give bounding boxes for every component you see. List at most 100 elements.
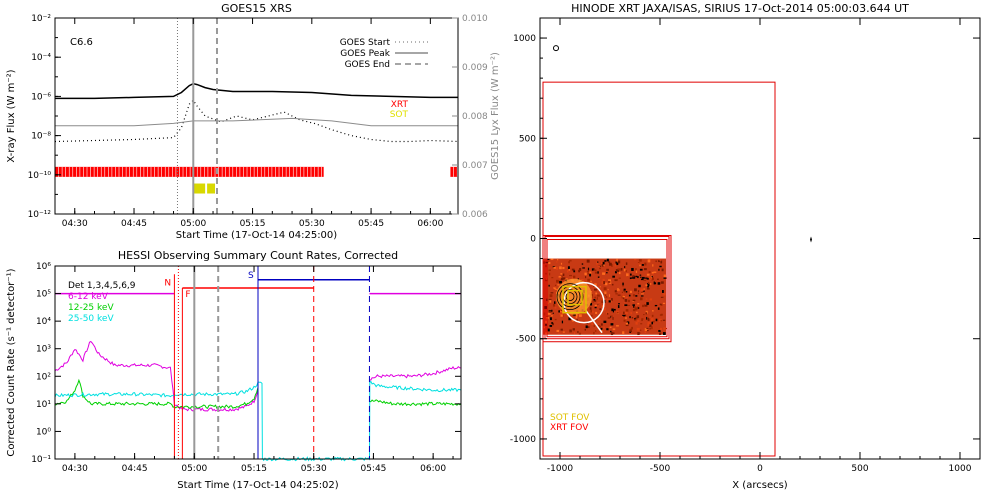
xrt-image-pixel xyxy=(634,317,638,320)
xrt-marker xyxy=(810,236,812,243)
xrt-image-pixel xyxy=(645,312,647,315)
xrt-image-pixel xyxy=(650,275,652,279)
xrt-image-pixel xyxy=(642,288,646,290)
sot-coverage-bar xyxy=(193,183,206,194)
xrt-image-pixel xyxy=(548,269,552,271)
goes-series-2 xyxy=(55,117,458,127)
xrt-image-pixel xyxy=(597,271,599,274)
xrt-image-pixel xyxy=(645,284,648,287)
xrt-contour xyxy=(565,292,575,302)
xrt-image-pixel xyxy=(624,266,626,268)
xrt-image-pixel xyxy=(660,304,663,306)
hessi-x-tick-label: 05:00 xyxy=(181,464,207,474)
xrt-image-pixel xyxy=(602,278,605,282)
xrt-image-pixel xyxy=(617,271,619,274)
xrt-fov-box xyxy=(546,239,668,338)
xrt-image-pixel xyxy=(634,318,636,320)
xrt-image-pixel xyxy=(629,316,631,319)
xrt-image-pixel xyxy=(580,279,584,281)
xrt-image-pixel xyxy=(548,298,552,300)
xrt-image-pixel xyxy=(568,317,571,321)
xrt-image-pixel xyxy=(603,320,607,323)
xrt-image-pixel xyxy=(601,329,603,333)
xrt-image-pixel xyxy=(557,284,560,286)
xrt-image-pixel xyxy=(604,260,607,262)
xrt-image-pixel xyxy=(593,298,596,301)
hessi-y-tick-label: 10¹ xyxy=(36,400,51,410)
xrt-image-pixel xyxy=(642,290,645,292)
xrt-title: HINODE XRT JAXA/ISAS, SIRIUS 17-Oct-2014… xyxy=(571,2,909,15)
xrt-panel: HINODE XRT JAXA/ISAS, SIRIUS 17-Oct-2014… xyxy=(510,2,981,491)
xrt-image-pixel xyxy=(652,320,655,323)
xrt-image-pixel xyxy=(585,276,587,279)
goes-flare-class: C6.6 xyxy=(70,37,93,48)
xrt-image-pixel xyxy=(545,332,548,335)
xrt-image-pixel xyxy=(646,273,650,276)
xrt-image-pixel xyxy=(649,327,651,330)
hessi-x-tick-label: 04:45 xyxy=(122,464,148,474)
xrt-image-pixel xyxy=(594,283,597,287)
xrt-image-pixel xyxy=(662,332,666,335)
xrt-image-pixel xyxy=(647,318,650,321)
xrt-image-pixel xyxy=(573,270,576,273)
xrt-image-pixel xyxy=(625,297,629,299)
xrt-image-pixel xyxy=(597,304,599,307)
goes-title: GOES15 XRS xyxy=(221,2,292,15)
xrt-image-pixel xyxy=(611,298,613,301)
xrt-image-pixel xyxy=(594,304,597,307)
xrt-image-pixel xyxy=(661,268,664,272)
xrt-image-pixel xyxy=(620,268,623,271)
xrt-y-tick-label: 500 xyxy=(519,134,536,144)
xrt-image-pixel xyxy=(590,302,593,306)
xrt-image-pixel xyxy=(595,311,598,314)
xrt-image-pixel xyxy=(637,306,639,310)
xrt-image-pixel xyxy=(601,281,605,285)
xrt-image-pixel xyxy=(551,322,553,324)
goes-x-tick-label: 05:45 xyxy=(358,219,384,229)
xrt-image-pixel xyxy=(635,295,638,297)
xrt-image-pixel xyxy=(663,274,667,278)
xrt-image-pixel xyxy=(660,296,663,298)
xrt-image-pixel xyxy=(614,290,617,293)
xrt-image-pixel xyxy=(640,288,644,292)
xrt-image-pixel xyxy=(544,320,548,324)
xrt-contour xyxy=(556,283,584,311)
xrt-image-pixel xyxy=(645,302,647,305)
xrt-image-pixel xyxy=(622,314,625,316)
xrt-image-pixel xyxy=(608,279,612,282)
xrt-image-pixel xyxy=(553,266,557,269)
xrt-image-pixel xyxy=(604,282,608,286)
xrt-x-tick-label: 500 xyxy=(851,464,868,474)
xrt-y-tick-label: 1000 xyxy=(513,34,536,44)
xrt-image-pixel xyxy=(655,260,657,263)
xrt-image-pixel xyxy=(644,328,648,331)
hessi-frame xyxy=(54,265,462,460)
xrt-image-pixel xyxy=(616,258,618,262)
xrt-image-pixel xyxy=(635,305,638,307)
xrt-image-pixel xyxy=(641,264,644,266)
hessi-y-tick-label: 10⁻¹ xyxy=(31,455,51,465)
xrt-image-pixel xyxy=(611,283,614,286)
hessi-series-2-b xyxy=(369,380,462,393)
xrt-image-pixel xyxy=(640,323,643,325)
xrt-image-pixel xyxy=(615,293,618,295)
xrt-x-label: X (arcsecs) xyxy=(732,480,788,491)
xrt-image-pixel xyxy=(616,310,619,313)
hessi-series-1 xyxy=(54,378,259,410)
xrt-image-pixel xyxy=(548,261,551,265)
xrt-image-pixel xyxy=(645,310,648,314)
goes-y-tick-label: 10⁻¹² xyxy=(28,210,52,220)
xrt-image-pixel xyxy=(624,304,628,307)
xrt-image-pixel xyxy=(660,260,663,264)
xrt-image-pixel xyxy=(615,261,618,263)
xrt-image-pixel xyxy=(599,286,601,288)
xrt-image-pixel xyxy=(589,307,592,310)
xrt-image-pixel xyxy=(612,309,614,313)
xrt-image-pixel xyxy=(648,281,650,284)
xrt-image-pixel xyxy=(601,300,604,304)
xrt-image-pixel xyxy=(569,329,572,333)
xrt-image-pixel xyxy=(543,261,545,264)
xrt-image-pixel xyxy=(622,331,625,334)
xrt-image-pixel xyxy=(636,311,638,314)
